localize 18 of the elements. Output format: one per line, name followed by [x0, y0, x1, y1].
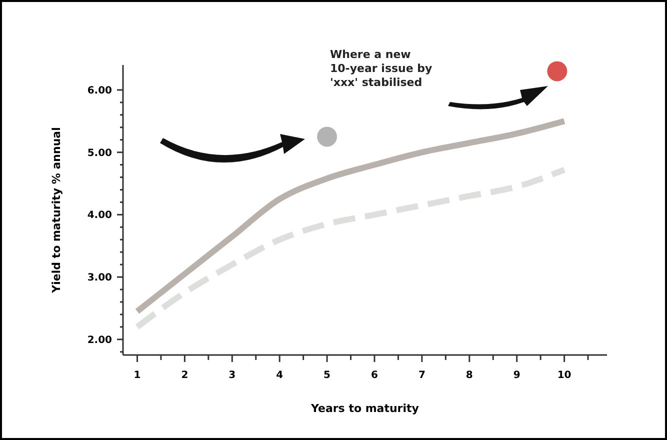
x-tick-label: 7: [418, 370, 426, 381]
y-tick-label: 2.00: [87, 334, 112, 346]
y-tick-label: 5.00: [87, 148, 112, 159]
x-tick-label: 3: [228, 370, 236, 381]
y-tick-label: 6.00: [87, 85, 112, 96]
y-tick-label: 3.00: [87, 272, 112, 284]
x-tick-label: 6: [371, 370, 378, 381]
x-tick-label: 8: [466, 370, 473, 381]
x-tick-label: 10: [557, 370, 572, 381]
x-tick-label: 9: [513, 370, 520, 381]
y-axis-title: Yield to maturity % annual: [50, 127, 63, 294]
x-tick-label: 5: [324, 370, 331, 381]
x-axis-title: Years to maturity: [310, 402, 419, 415]
annotation: Where a new 10-year issue by 'xxx' stabilised: [330, 48, 432, 89]
x-tick-label: 1: [134, 370, 141, 381]
x-tick-label: 4: [276, 370, 284, 381]
y-tick-label: 4.00: [87, 210, 112, 222]
x-tick-label: 2: [181, 370, 188, 381]
